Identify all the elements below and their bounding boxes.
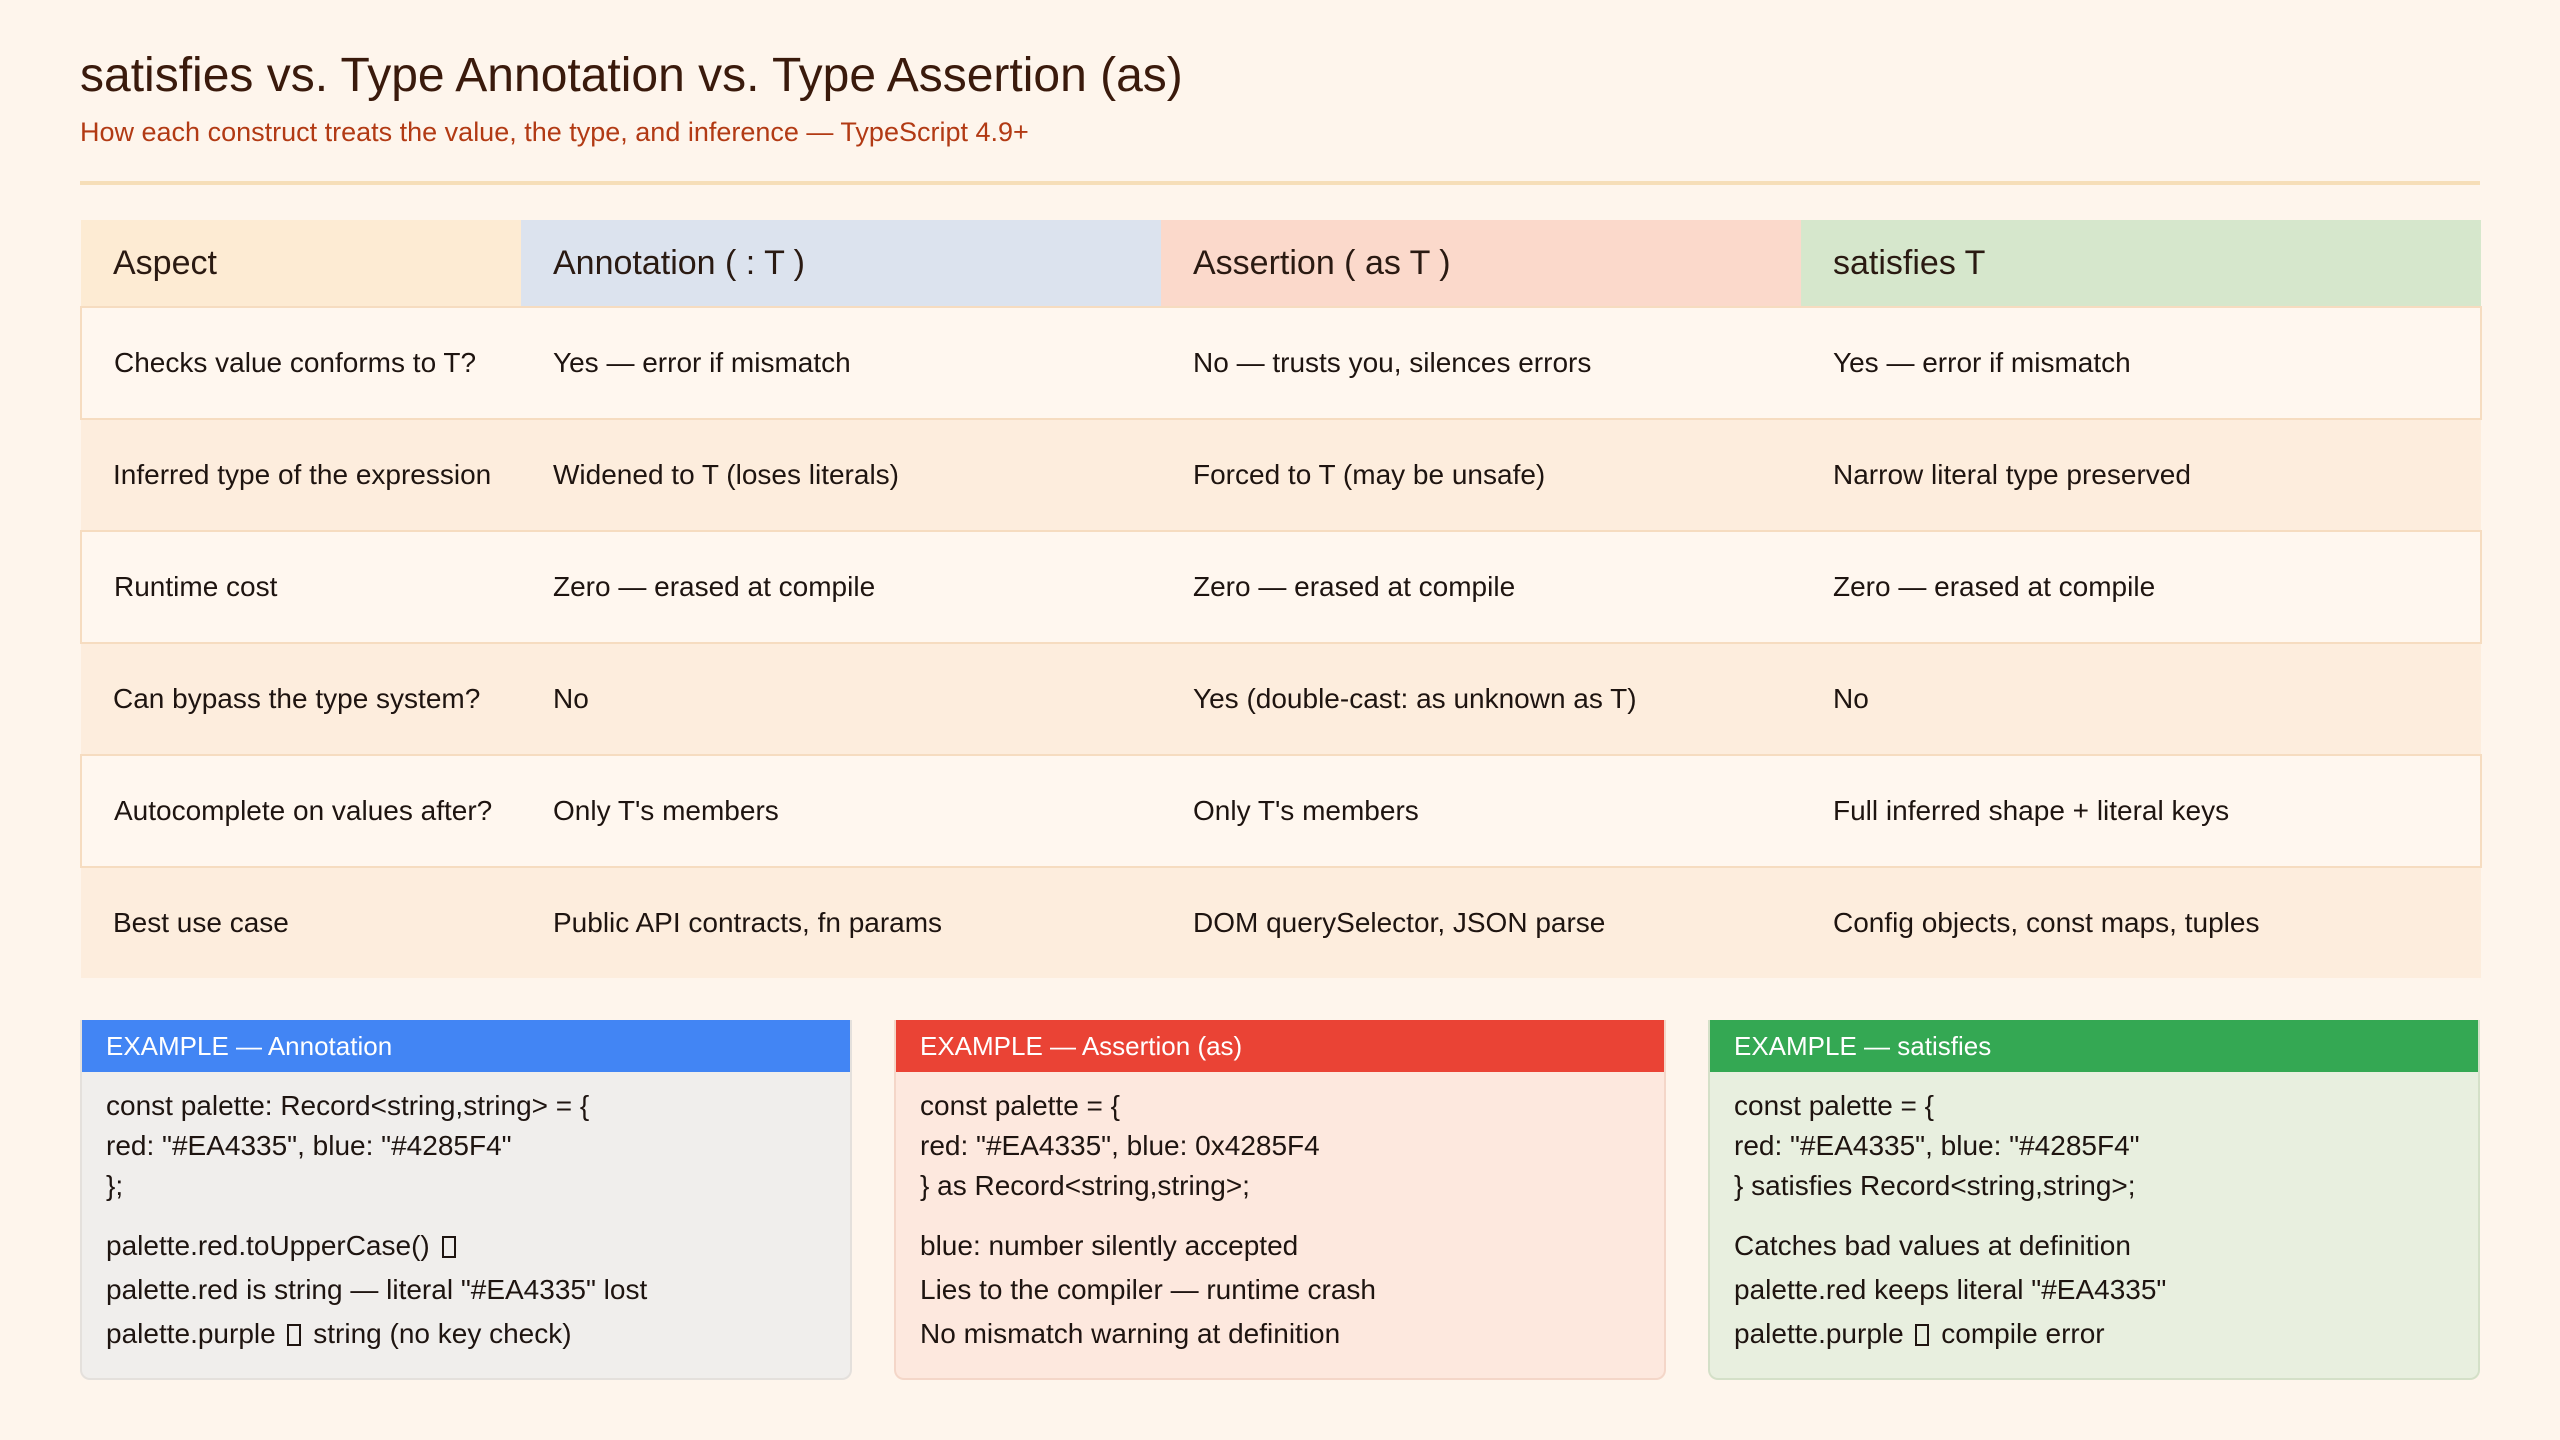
example-note: palette.red.toUpperCase() [106, 1224, 826, 1268]
row-aspect: Runtime cost [80, 530, 521, 644]
cell-annotation: No [521, 643, 1161, 755]
code-line: red: "#EA4335", blue: "#4285F4" [1734, 1130, 2140, 1161]
example-note: Lies to the compiler — runtime crash [920, 1274, 1376, 1305]
table-row: Inferred type of the expression Widened … [81, 419, 2481, 531]
cell-assertion: Zero — erased at compile [1161, 530, 1801, 644]
column-header-annotation: Annotation ( : T ) [521, 220, 1161, 307]
missing-glyph-icon [287, 1324, 302, 1346]
example-header: EXAMPLE — Assertion (as) [896, 1020, 1664, 1072]
code-line: const palette = { [920, 1090, 1121, 1121]
cell-assertion: No — trusts you, silences errors [1161, 306, 1801, 420]
note-text: string (no key check) [305, 1318, 572, 1349]
page-subtitle: How each construct treats the value, the… [80, 117, 1029, 147]
example-note: palette.red is string — literal "#EA4335… [106, 1274, 648, 1305]
cell-satisfies: No [1801, 643, 2481, 755]
cell-annotation: Widened to T (loses literals) [521, 419, 1161, 531]
example-card-annotation: EXAMPLE — Annotation const palette: Reco… [80, 1020, 852, 1380]
table-row: Runtime cost Zero — erased at compile Ze… [80, 530, 2482, 644]
column-header-satisfies: satisfies T [1801, 220, 2481, 307]
cell-assertion: Only T's members [1161, 754, 1801, 868]
example-card-assertion: EXAMPLE — Assertion (as) const palette =… [894, 1020, 1666, 1380]
cell-assertion: DOM querySelector, JSON parse [1161, 867, 1801, 978]
cell-satisfies: Narrow literal type preserved [1801, 419, 2481, 531]
example-header: EXAMPLE — Annotation [82, 1020, 850, 1072]
cell-annotation: Only T's members [521, 754, 1161, 868]
code-line: } as Record<string,string>; [920, 1170, 1250, 1201]
note-text: palette.purple [1734, 1318, 1912, 1349]
code-line: const palette = { [1734, 1090, 1935, 1121]
code-line: red: "#EA4335", blue: "#4285F4" [106, 1130, 512, 1161]
cell-satisfies: Yes — error if mismatch [1801, 306, 2482, 420]
cell-satisfies: Zero — erased at compile [1801, 530, 2482, 644]
example-note: Catches bad values at definition [1734, 1230, 2131, 1261]
header-divider [80, 181, 2480, 185]
row-aspect: Autocomplete on values after? [80, 754, 521, 868]
page-title: satisfies vs. Type Annotation vs. Type A… [80, 49, 1183, 102]
table-row: Best use case Public API contracts, fn p… [81, 867, 2481, 978]
table-row: Can bypass the type system? No Yes (doub… [81, 643, 2481, 755]
missing-glyph-icon [441, 1236, 456, 1258]
table-header-row: Aspect Annotation ( : T ) Assertion ( as… [81, 220, 2481, 307]
example-card-satisfies: EXAMPLE — satisfies const palette = { re… [1708, 1020, 2480, 1380]
code-line: }; [106, 1170, 124, 1201]
example-header: EXAMPLE — satisfies [1710, 1020, 2478, 1072]
cell-annotation: Zero — erased at compile [521, 530, 1161, 644]
column-header-assertion: Assertion ( as T ) [1161, 220, 1801, 307]
table-row: Checks value conforms to T? Yes — error … [80, 306, 2482, 420]
row-aspect: Inferred type of the expression [81, 419, 521, 531]
cell-assertion: Forced to T (may be unsafe) [1161, 419, 1801, 531]
code-line: } satisfies Record<string,string>; [1734, 1170, 2136, 1201]
cell-assertion: Yes (double-cast: as unknown as T) [1161, 643, 1801, 755]
cell-satisfies: Full inferred shape + literal keys [1801, 754, 2482, 868]
example-note: palette.purple string (no key check) [106, 1312, 826, 1356]
note-text: compile error [1933, 1318, 2105, 1349]
cell-satisfies: Config objects, const maps, tuples [1801, 867, 2481, 978]
row-aspect: Checks value conforms to T? [80, 306, 521, 420]
example-note: blue: number silently accepted [920, 1230, 1299, 1261]
code-line: const palette: Record<string,string> = { [106, 1090, 590, 1121]
note-text: palette.purple [106, 1318, 284, 1349]
cell-annotation: Public API contracts, fn params [521, 867, 1161, 978]
missing-glyph-icon [1915, 1324, 1930, 1346]
comparison-table: Aspect Annotation ( : T ) Assertion ( as… [80, 220, 2482, 978]
table-row: Autocomplete on values after? Only T's m… [80, 754, 2482, 868]
row-aspect: Best use case [81, 867, 521, 978]
example-note: palette.red keeps literal "#EA4335" [1734, 1274, 2167, 1305]
example-note: palette.purple compile error [1734, 1312, 2454, 1356]
row-aspect: Can bypass the type system? [81, 643, 521, 755]
column-header-aspect: Aspect [81, 220, 521, 307]
note-text: palette.red.toUpperCase() [106, 1230, 438, 1261]
example-note: No mismatch warning at definition [920, 1318, 1341, 1349]
code-line: red: "#EA4335", blue: 0x4285F4 [920, 1130, 1320, 1161]
cell-annotation: Yes — error if mismatch [521, 306, 1161, 420]
